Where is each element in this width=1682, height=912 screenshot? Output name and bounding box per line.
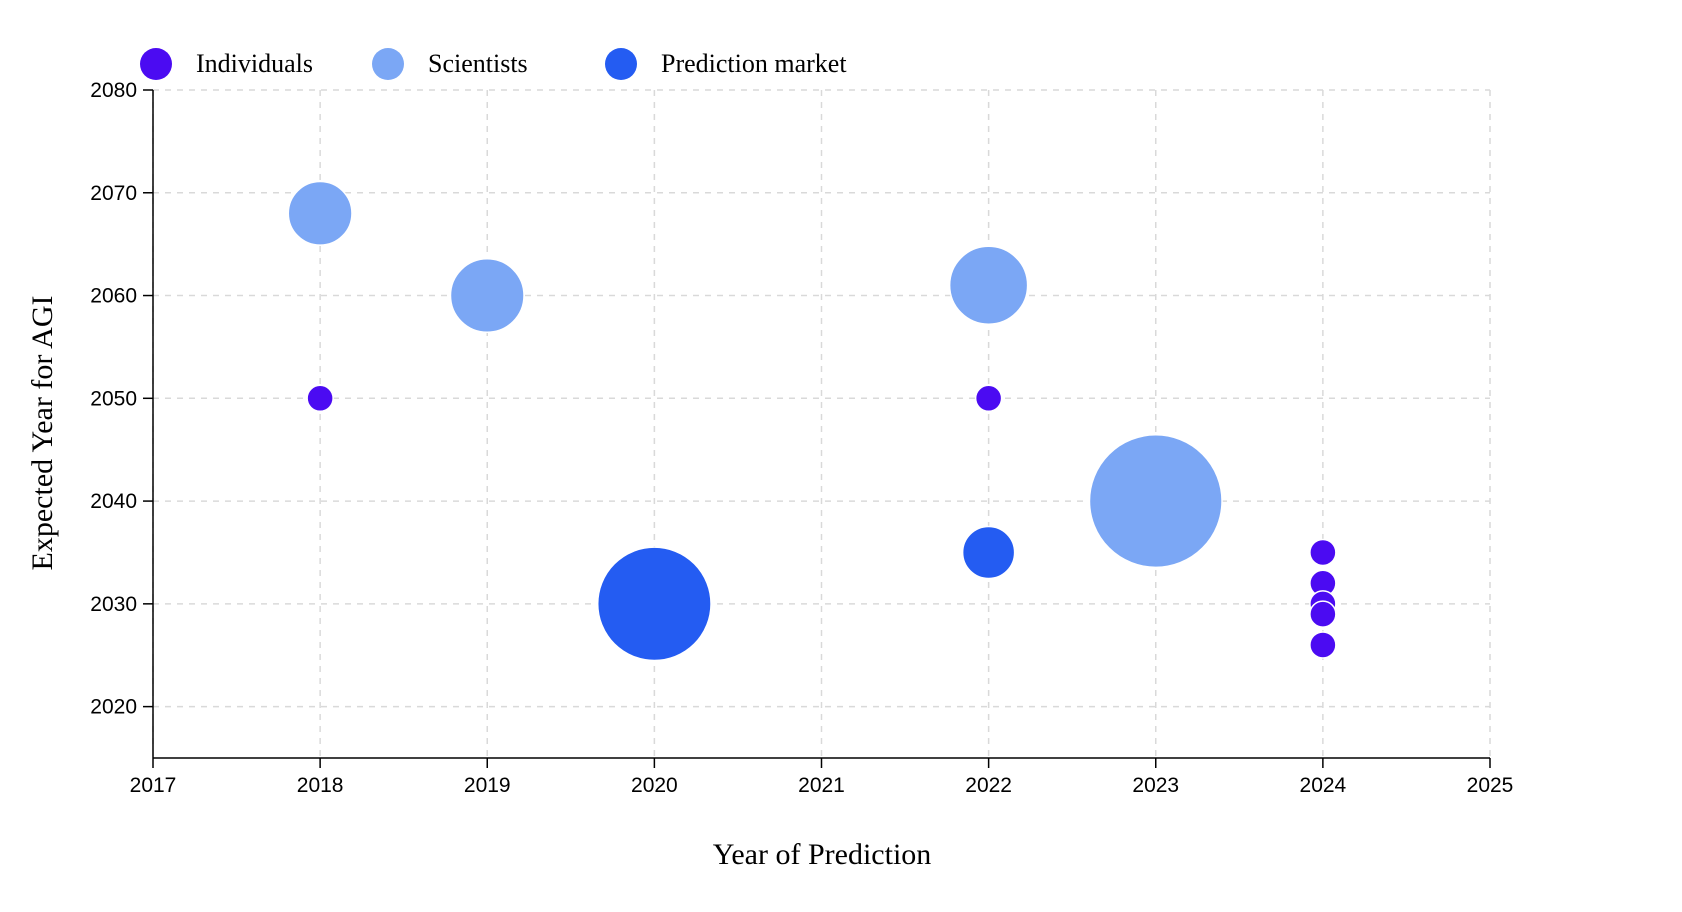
data-point-scientists[interactable]	[287, 180, 353, 246]
legend-label-individuals: Individuals	[196, 49, 313, 78]
x-tick-label: 2021	[798, 774, 845, 797]
data-point-scientists[interactable]	[1088, 434, 1223, 569]
y-tick-label: 2060	[90, 285, 137, 308]
axes: 2020 2030 2040 2050 2060 2070 2080 2017 2018 2019…	[90, 79, 1513, 797]
x-axis-title: Year of Prediction	[713, 838, 932, 871]
legend-label-scientists: Scientists	[428, 49, 528, 78]
y-tick-label: 2080	[90, 79, 137, 102]
legend-label-prediction-market: Prediction market	[661, 49, 847, 78]
x-tick-label: 2018	[297, 774, 344, 797]
legend-swatch-individuals	[140, 48, 172, 80]
data-point-individuals[interactable]	[1309, 631, 1337, 659]
y-tick-label: 2050	[90, 387, 137, 410]
x-tick-label: 2023	[1132, 774, 1179, 797]
data-points	[287, 180, 1337, 662]
data-point-individuals[interactable]	[306, 384, 334, 413]
x-tick-label: 2017	[130, 774, 177, 797]
y-tick-label: 2040	[90, 490, 137, 513]
y-axis-title: Expected Year for AGI	[26, 296, 59, 571]
legend-item-prediction-market[interactable]: Prediction market	[605, 44, 847, 84]
x-tick-label: 2020	[631, 774, 678, 797]
y-tick-label: 2020	[90, 696, 137, 719]
data-point-individuals[interactable]	[974, 384, 1003, 413]
data-point-prediction-market[interactable]	[961, 525, 1016, 580]
data-point-scientists[interactable]	[449, 258, 525, 334]
legend: Individuals Scientists Prediction market	[0, 0, 1682, 100]
data-point-individuals[interactable]	[1309, 538, 1337, 567]
x-tick-label: 2019	[464, 774, 511, 797]
legend-item-individuals[interactable]: Individuals	[140, 44, 313, 84]
grid-lines	[152, 89, 1491, 758]
y-tick-label: 2030	[90, 593, 137, 616]
legend-swatch-scientists	[372, 48, 404, 80]
y-tick-label: 2070	[90, 182, 137, 205]
data-point-prediction-market[interactable]	[596, 546, 712, 662]
legend-swatch-prediction-market	[605, 48, 637, 80]
data-point-individuals[interactable]	[1309, 600, 1337, 628]
x-tick-label: 2024	[1300, 774, 1347, 797]
legend-item-scientists[interactable]: Scientists	[372, 44, 528, 84]
x-tick-label: 2025	[1467, 774, 1514, 797]
data-point-scientists[interactable]	[948, 245, 1029, 326]
x-tick-label: 2022	[965, 774, 1012, 797]
